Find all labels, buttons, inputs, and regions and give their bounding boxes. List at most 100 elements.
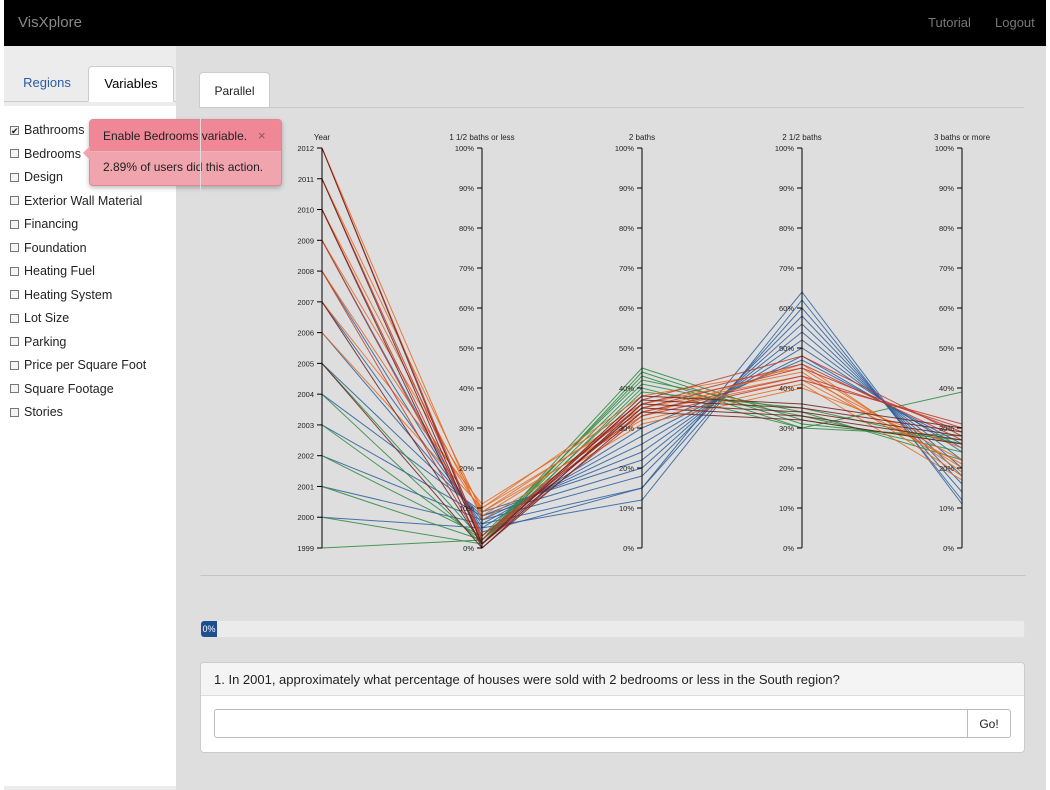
- axis-tick-label: 1999: [297, 544, 314, 553]
- axis-tick-label: 20%: [459, 464, 474, 473]
- tooltip-header: Enable Bedrooms variable. ×: [90, 120, 281, 152]
- axis-tick-label: 80%: [459, 224, 474, 233]
- answer-input[interactable]: [214, 709, 968, 738]
- variable-item-design[interactable]: Design: [10, 168, 63, 186]
- tab-variables[interactable]: Variables: [88, 66, 174, 102]
- axis-tick-label: 2010: [297, 206, 314, 215]
- variable-checkbox[interactable]: [10, 407, 19, 417]
- tooltip-body: 2.89% of users did this action.: [103, 160, 264, 174]
- axis-title-3[interactable]: 2 1/2 baths: [782, 133, 822, 142]
- axis-title-2[interactable]: 2 baths: [629, 133, 655, 142]
- axis-tick-label: 20%: [779, 464, 794, 473]
- variable-item-bedrooms[interactable]: Bedrooms: [10, 145, 81, 163]
- axis-tick-label: 10%: [459, 504, 474, 513]
- tutorial-link[interactable]: Tutorial: [928, 15, 971, 30]
- tooltip-title: Enable Bedrooms variable.: [103, 129, 248, 143]
- axis-tick-label: 2012: [297, 144, 314, 153]
- axis-tick-label: 60%: [459, 304, 474, 313]
- variable-checkbox[interactable]: [10, 266, 19, 276]
- chart-panel: Year 1999 2000 2001 2002 2003 2004 2005 2006 2007…: [200, 108, 1026, 576]
- tab-parallel[interactable]: Parallel: [199, 72, 270, 108]
- variable-checkbox[interactable]: [10, 149, 19, 158]
- axis-tick-label: 70%: [779, 264, 794, 273]
- variable-item-financing[interactable]: Financing: [10, 215, 78, 233]
- variable-item-stories[interactable]: Stories: [10, 403, 63, 421]
- variable-list: ✔ Bathrooms Bedrooms Design Exterior Wall Ma…: [4, 106, 176, 786]
- axis-tick-label: 10%: [939, 504, 954, 513]
- axis-tick-label: 0%: [623, 544, 634, 553]
- axis-tick-label: 100%: [935, 144, 955, 153]
- axis-tick-label: 90%: [779, 184, 794, 193]
- axis-tick-label: 80%: [779, 224, 794, 233]
- variable-checkbox[interactable]: ✔: [10, 125, 19, 136]
- progress-fill: 0%: [201, 621, 217, 637]
- variable-label: Parking: [24, 334, 67, 349]
- variable-item-exterior-wall-material[interactable]: Exterior Wall Material: [10, 192, 142, 210]
- variable-checkbox[interactable]: [10, 172, 19, 182]
- axis-tick-label: 50%: [939, 344, 954, 353]
- variable-checkbox[interactable]: [10, 360, 19, 370]
- progress-bar: 0%: [200, 620, 1025, 638]
- axis-tick-label: 70%: [939, 264, 954, 273]
- axis-tick-label: 2001: [297, 482, 314, 491]
- axis-tick-label: 40%: [619, 384, 634, 393]
- go-button[interactable]: Go!: [968, 709, 1011, 738]
- axis-tick-label: 30%: [779, 424, 794, 433]
- variable-item-heating-system[interactable]: Heating System: [10, 286, 112, 304]
- axis-tick-label: 80%: [939, 224, 954, 233]
- variable-item-heating-fuel[interactable]: Heating Fuel: [10, 262, 95, 280]
- variable-label: Stories: [24, 405, 63, 419]
- brand-logo[interactable]: VisXplore: [18, 14, 82, 31]
- axis-tick-label: 50%: [619, 344, 634, 353]
- variable-label: Bathrooms: [24, 123, 85, 137]
- axis-tick-label: 40%: [779, 384, 794, 393]
- variable-item-price-per-square-foot[interactable]: Price per Square Foot: [10, 356, 146, 374]
- variable-checkbox[interactable]: [10, 219, 19, 229]
- axis-title-4[interactable]: 3 baths or more: [934, 133, 991, 142]
- axis-tick-label: 80%: [619, 224, 634, 233]
- variable-checkbox[interactable]: [10, 290, 19, 299]
- axis-tick-label: 40%: [459, 384, 474, 393]
- question-header: 1. In 2001, approximately what percentag…: [201, 663, 1024, 696]
- axis-tick-label: 2006: [297, 329, 314, 338]
- variable-item-foundation[interactable]: Foundation: [10, 239, 87, 257]
- axis-tick-label: 70%: [619, 264, 634, 273]
- variable-item-lot-size[interactable]: Lot Size: [10, 309, 69, 327]
- axis-title-0[interactable]: Year: [314, 133, 331, 142]
- variable-label: Heating Fuel: [24, 264, 95, 278]
- axis-title-1[interactable]: 1 1/2 baths or less: [449, 133, 514, 142]
- close-icon[interactable]: ×: [258, 128, 266, 143]
- variable-item-bathrooms[interactable]: ✔ Bathrooms: [10, 121, 84, 139]
- tooltip-arrow: [83, 146, 90, 160]
- axis-tick-label: 2005: [297, 359, 314, 368]
- variable-item-square-footage[interactable]: Square Footage: [10, 380, 114, 398]
- axis-tick-label: 20%: [619, 464, 634, 473]
- variable-label: Foundation: [24, 240, 87, 255]
- axis-tick-label: 30%: [619, 424, 634, 433]
- logout-link[interactable]: Logout: [995, 15, 1035, 30]
- axis-tick-label: 60%: [779, 304, 794, 313]
- axis-tick-label: 0%: [783, 544, 794, 553]
- axis-tick-label: 60%: [619, 304, 634, 313]
- axis-tick-label: 10%: [619, 504, 634, 513]
- variable-checkbox[interactable]: [10, 313, 19, 323]
- navbar: VisXplore Tutorial Logout: [4, 0, 1046, 46]
- variable-checkbox[interactable]: [10, 196, 19, 205]
- axis-tick-label: 2008: [297, 267, 314, 276]
- variable-label: Financing: [24, 217, 79, 231]
- action-tooltip: Enable Bedrooms variable. × 2.89% of use…: [83, 119, 282, 186]
- variable-item-parking[interactable]: Parking: [10, 333, 66, 351]
- axis-tick-label: 90%: [459, 184, 474, 193]
- variable-label: Price per Square Foot: [24, 358, 147, 372]
- tab-regions[interactable]: Regions: [23, 75, 71, 90]
- variable-checkbox[interactable]: [10, 337, 19, 346]
- variable-checkbox[interactable]: [10, 384, 19, 393]
- variable-label: Exterior Wall Material: [24, 193, 143, 208]
- axis-tick-label: 100%: [615, 144, 635, 153]
- axis-tick-label: 20%: [939, 464, 954, 473]
- variable-checkbox[interactable]: [10, 243, 19, 252]
- variable-label: Square Footage: [24, 381, 114, 396]
- parallel-coordinates-chart[interactable]: Year 1999 2000 2001 2002 2003 2004 2005 2006 2007…: [201, 108, 1025, 575]
- axis-tick-label: 90%: [939, 184, 954, 193]
- variable-label: Lot Size: [24, 311, 70, 325]
